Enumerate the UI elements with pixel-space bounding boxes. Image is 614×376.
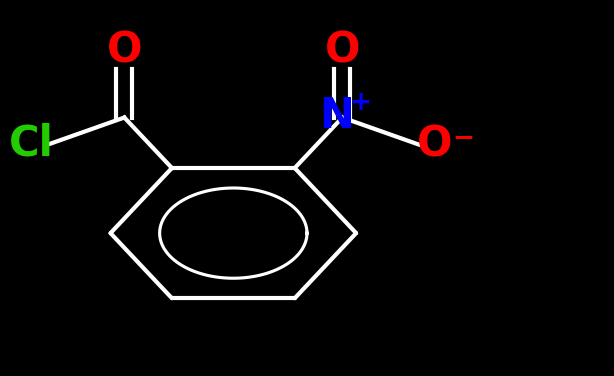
Text: Cl: Cl (9, 123, 54, 165)
Text: O: O (107, 30, 142, 71)
Text: O: O (417, 124, 453, 166)
Text: O: O (325, 30, 360, 71)
Text: N: N (319, 95, 354, 136)
Text: −: − (453, 126, 475, 152)
Text: +: + (350, 90, 371, 116)
